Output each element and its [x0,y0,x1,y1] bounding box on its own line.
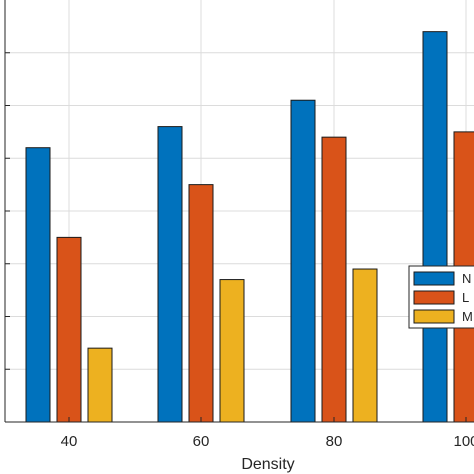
bar-n-80 [290,99,316,423]
legend-label-n: N [462,271,471,286]
bar-n-60 [157,126,183,423]
bar-n-40 [25,147,51,423]
bar-l-40 [56,236,82,423]
axes [4,0,474,423]
bar-l-60 [188,184,214,423]
legend-label-m: M [462,309,473,324]
bar-m-60 [219,279,245,423]
x-tick-label: 100 [453,433,474,450]
x-tick-label: 40 [61,433,78,450]
bar-m-80 [352,268,378,423]
bar-l-80 [321,136,347,423]
legend-swatch-n [413,271,455,286]
legend-label-l: L [462,290,469,305]
legend-swatch-m [413,309,455,324]
x-tick-label: 80 [326,433,343,450]
x-axis-label: Density [241,456,294,473]
x-tick-label: 60 [193,433,210,450]
x-tick-labels: 40 60 80 100 [61,417,474,450]
bars [25,31,474,423]
bar-n-100 [422,31,448,423]
bar-m-40 [87,347,113,423]
legend-swatch-l [413,290,455,305]
legend: NLM [408,265,474,329]
